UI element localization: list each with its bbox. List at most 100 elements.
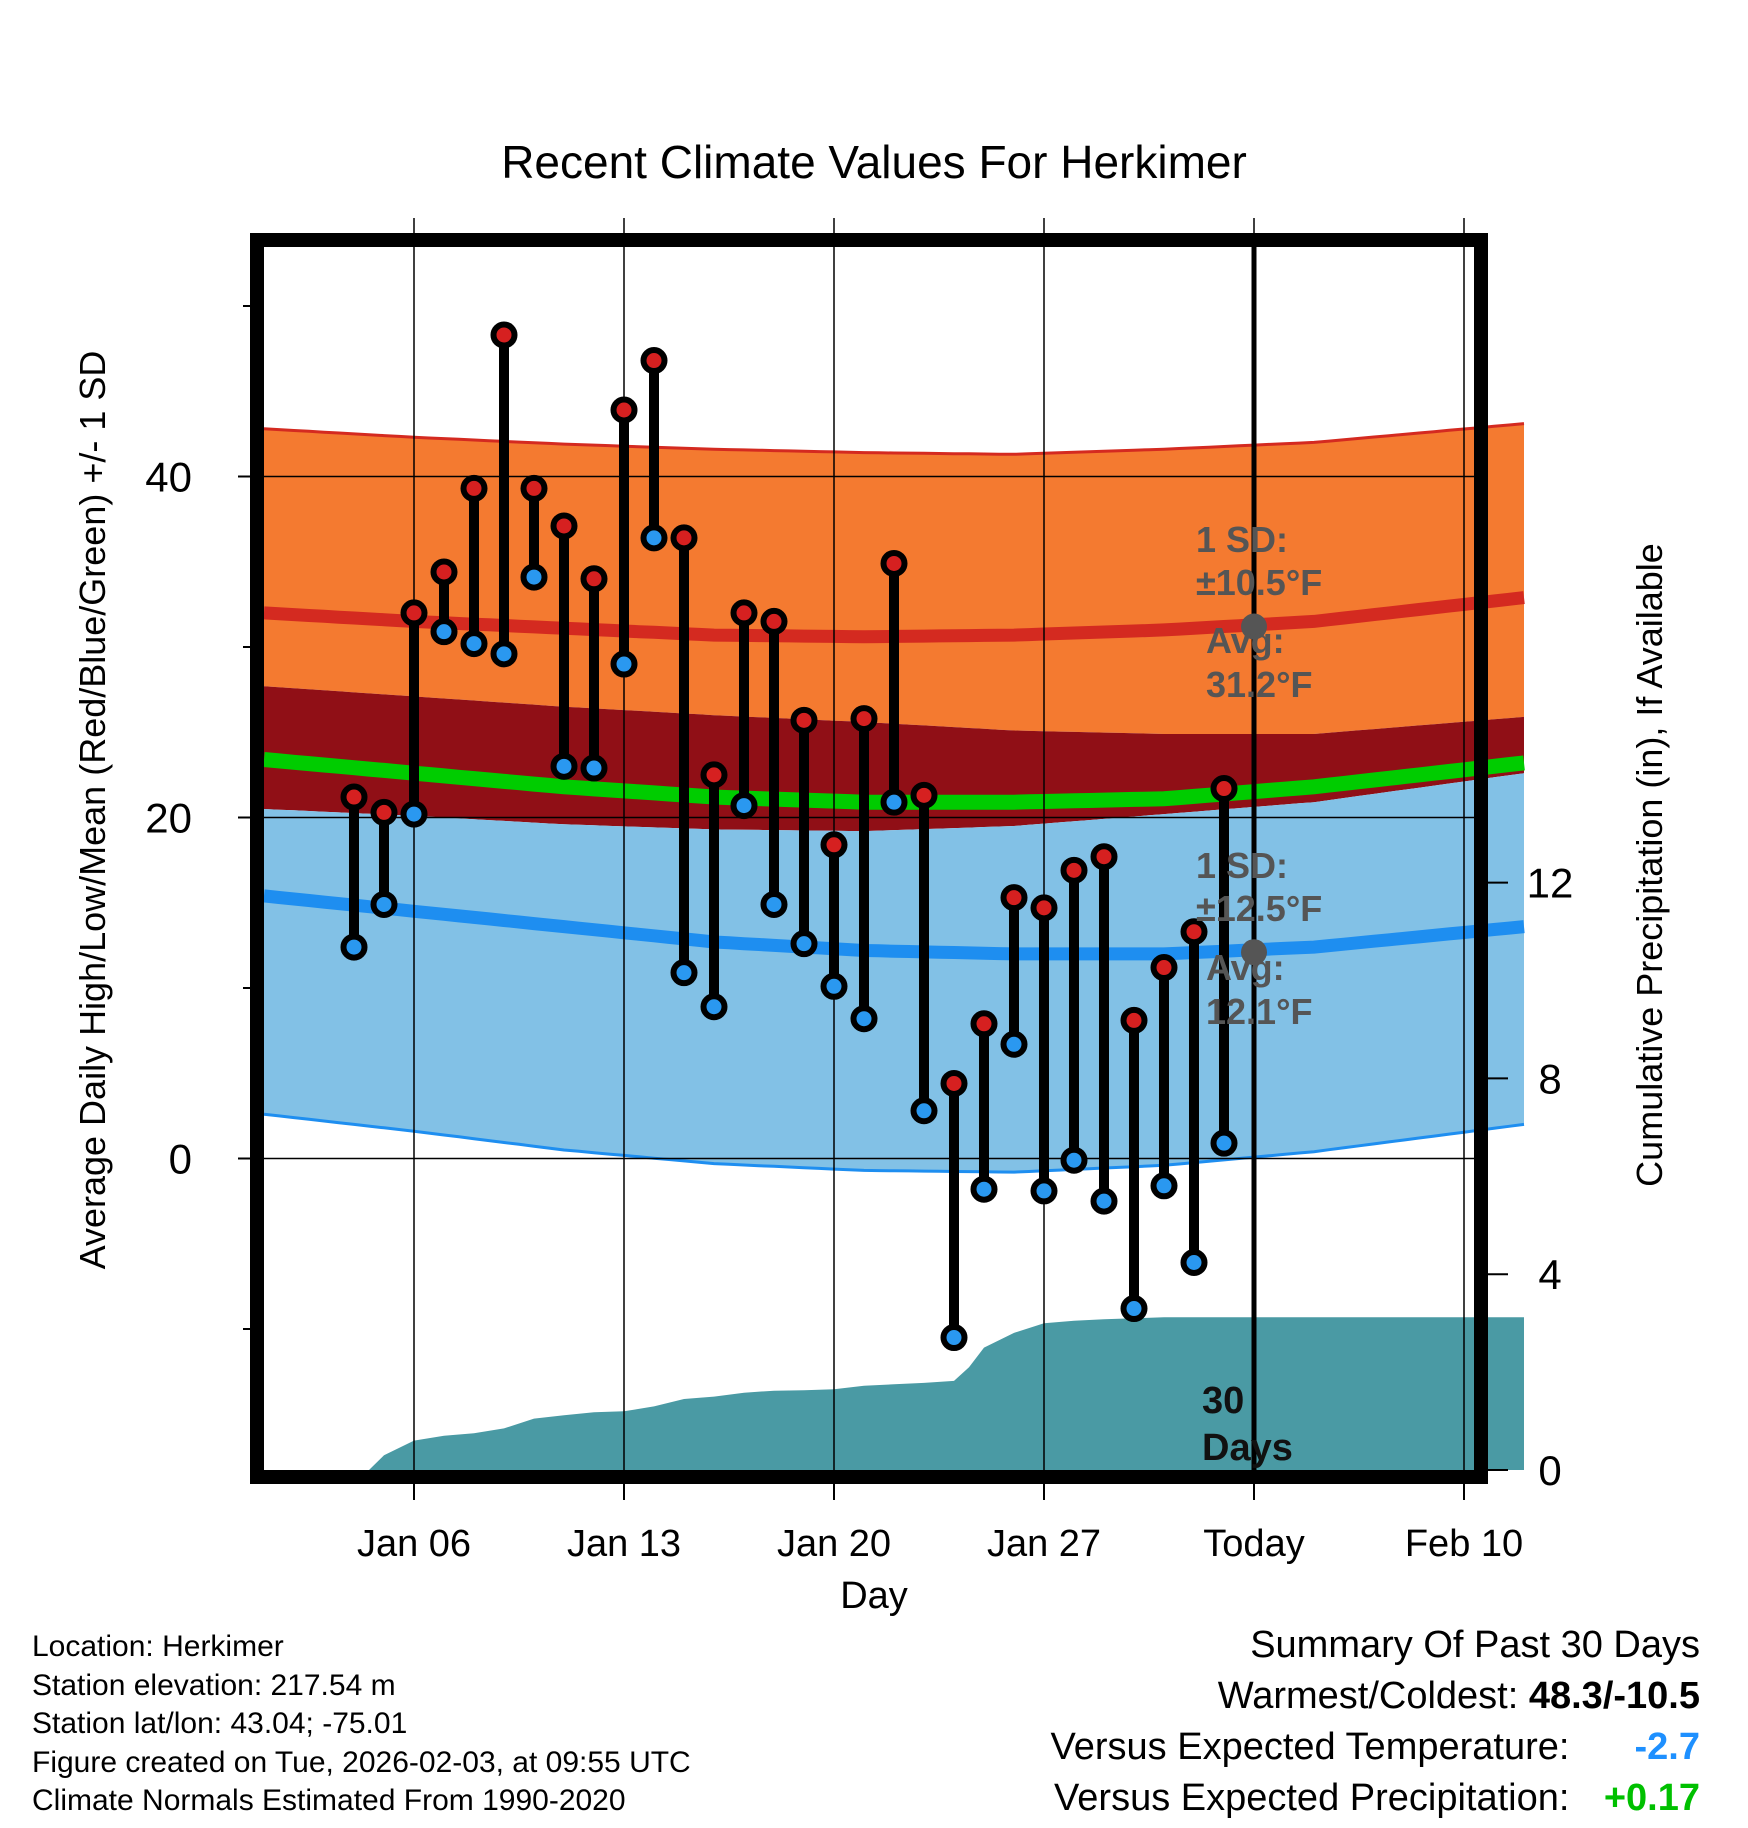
- low-temp-point: [670, 959, 698, 987]
- today-days-label-line2: Days: [1202, 1427, 1293, 1469]
- precip-label: Versus Expected Precipitation:: [1054, 1777, 1570, 1819]
- high-temp-point: [670, 524, 698, 552]
- low-temp-point: [610, 650, 638, 678]
- high-sd-value: ±10.5°F: [1196, 562, 1322, 603]
- latlon-text: Station lat/lon: 43.04; -75.01: [32, 1707, 408, 1740]
- created-text: Figure created on Tue, 2026-02-03, at 09…: [32, 1745, 691, 1779]
- low-sd-lower-line: [263, 1112, 1525, 1174]
- low-temp-point: [1000, 1030, 1028, 1058]
- high-avg-label: Avg:: [1206, 620, 1285, 661]
- plot-frame: [250, 233, 1488, 1484]
- high-temp-point: [610, 396, 638, 424]
- high-avg-marker: [1241, 613, 1267, 640]
- temp-row: Versus Expected Temperature: -2.7: [1051, 1722, 1700, 1773]
- high-temp-point: [970, 1010, 998, 1038]
- low-temp-point: [520, 563, 548, 591]
- summary-panel: Summary Of Past 30 Days Warmest/Coldest:…: [1051, 1620, 1700, 1824]
- y-axis-label: Average Daily High/Low/Mean (Red/Blue/Gr…: [72, 351, 113, 1270]
- high-temp-point: [550, 512, 578, 540]
- y-tick-label-0: 0: [169, 1136, 192, 1183]
- y2-tick-label-3: 12: [1527, 860, 1574, 907]
- precip-value: +0.17: [1603, 1777, 1700, 1819]
- high-temp-point: [370, 798, 398, 826]
- low-temp-point: [550, 752, 578, 780]
- low-temp-point: [1210, 1129, 1238, 1157]
- high-temp-point: [1030, 894, 1058, 922]
- elevation-text: Station elevation: 217.54 m: [32, 1668, 396, 1702]
- low-temp-point: [370, 890, 398, 918]
- low-temp-point: [340, 933, 368, 961]
- low-temp-point: [1120, 1295, 1148, 1323]
- high-avg-value: 31.2°F: [1206, 664, 1312, 705]
- high-temp-point: [400, 599, 428, 627]
- low-temp-point: [460, 630, 488, 658]
- high-temp-point: [580, 565, 608, 593]
- high-temp-point: [730, 599, 758, 627]
- high-temp-point: [1120, 1006, 1148, 1034]
- y2-tick-label-1: 4: [1538, 1251, 1561, 1298]
- x-tick-label-3: Jan 27: [987, 1523, 1101, 1565]
- high-temp-point: [940, 1069, 968, 1097]
- low-temp-point: [760, 890, 788, 918]
- low-avg-marker: [1241, 939, 1267, 966]
- high-temp-point: [820, 831, 848, 859]
- climate-chart: Recent Climate Values For Herkimer 1 SD:…: [72, 136, 1670, 1617]
- y2-tick-label-0: 0: [1538, 1447, 1561, 1494]
- low-temp-point: [880, 788, 908, 816]
- low-temp-point: [850, 1005, 878, 1033]
- high-temp-point: [520, 474, 548, 502]
- high-temp-point: [700, 761, 728, 789]
- low-sd-value: ±12.5°F: [1196, 888, 1322, 929]
- high-temp-point: [910, 781, 938, 809]
- high-sd-label: 1 SD:: [1196, 519, 1288, 560]
- high-temp-point: [850, 705, 878, 733]
- high-temp-point: [490, 321, 518, 349]
- warm-cold-row: Warmest/Coldest: 48.3/-10.5: [1051, 1671, 1700, 1722]
- high-temp-point: [1180, 918, 1208, 946]
- low-temp-point: [820, 972, 848, 1000]
- low-temp-point: [580, 754, 608, 782]
- low-temp-point: [490, 640, 518, 668]
- high-temp-point: [640, 347, 668, 375]
- x-axis-label: Day: [840, 1575, 908, 1617]
- low-temp-point: [730, 792, 758, 820]
- high-temp-point: [1210, 775, 1238, 803]
- normals-text: Climate Normals Estimated From 1990-2020: [32, 1784, 626, 1817]
- low-temp-point: [940, 1324, 968, 1352]
- low-temp-point: [910, 1097, 938, 1125]
- high-temp-point: [1000, 884, 1028, 912]
- low-sd-label: 1 SD:: [1196, 845, 1288, 886]
- warm-cold-value: 48.3/-10.5: [1528, 1675, 1700, 1717]
- low-temp-point: [970, 1175, 998, 1203]
- y-tick-label-1: 20: [145, 795, 192, 842]
- low-temp-point: [400, 800, 428, 828]
- low-avg-value: 12.1°F: [1206, 991, 1312, 1032]
- low-temp-point: [700, 993, 728, 1021]
- low-temp-point: [1030, 1177, 1058, 1205]
- today-days-label-line1: 30: [1202, 1380, 1244, 1422]
- station-info: Location: Herkimer Station elevation: 21…: [32, 1628, 691, 1821]
- high-sd-upper-line: [263, 422, 1525, 456]
- warm-cold-label: Warmest/Coldest:: [1217, 1675, 1519, 1717]
- high-temp-point: [1060, 856, 1088, 884]
- high-temp-point: [1150, 954, 1178, 982]
- low-avg-line: [263, 889, 1525, 961]
- chart-title: Recent Climate Values For Herkimer: [501, 136, 1247, 188]
- precip-area: [264, 1317, 1524, 1470]
- low-temp-point: [1090, 1187, 1118, 1215]
- low-temp-point: [1150, 1172, 1178, 1200]
- high-temp-point: [430, 558, 458, 586]
- low-temp-point: [430, 618, 458, 646]
- high-temp-point: [340, 783, 368, 811]
- high-temp-point: [760, 607, 788, 635]
- location-text: Location: Herkimer: [32, 1630, 284, 1663]
- low-avg-label: Avg:: [1206, 947, 1285, 988]
- x-tick-label-0: Jan 06: [357, 1523, 471, 1565]
- high-temp-point: [1090, 843, 1118, 871]
- high-temp-point: [460, 474, 488, 502]
- high-temp-point: [790, 706, 818, 734]
- low-temp-point: [1060, 1146, 1088, 1174]
- x-tick-label-5: Feb 10: [1405, 1523, 1523, 1565]
- precip-row: Versus Expected Precipitation: +0.17: [1051, 1773, 1700, 1824]
- temp-label: Versus Expected Temperature:: [1050, 1726, 1570, 1768]
